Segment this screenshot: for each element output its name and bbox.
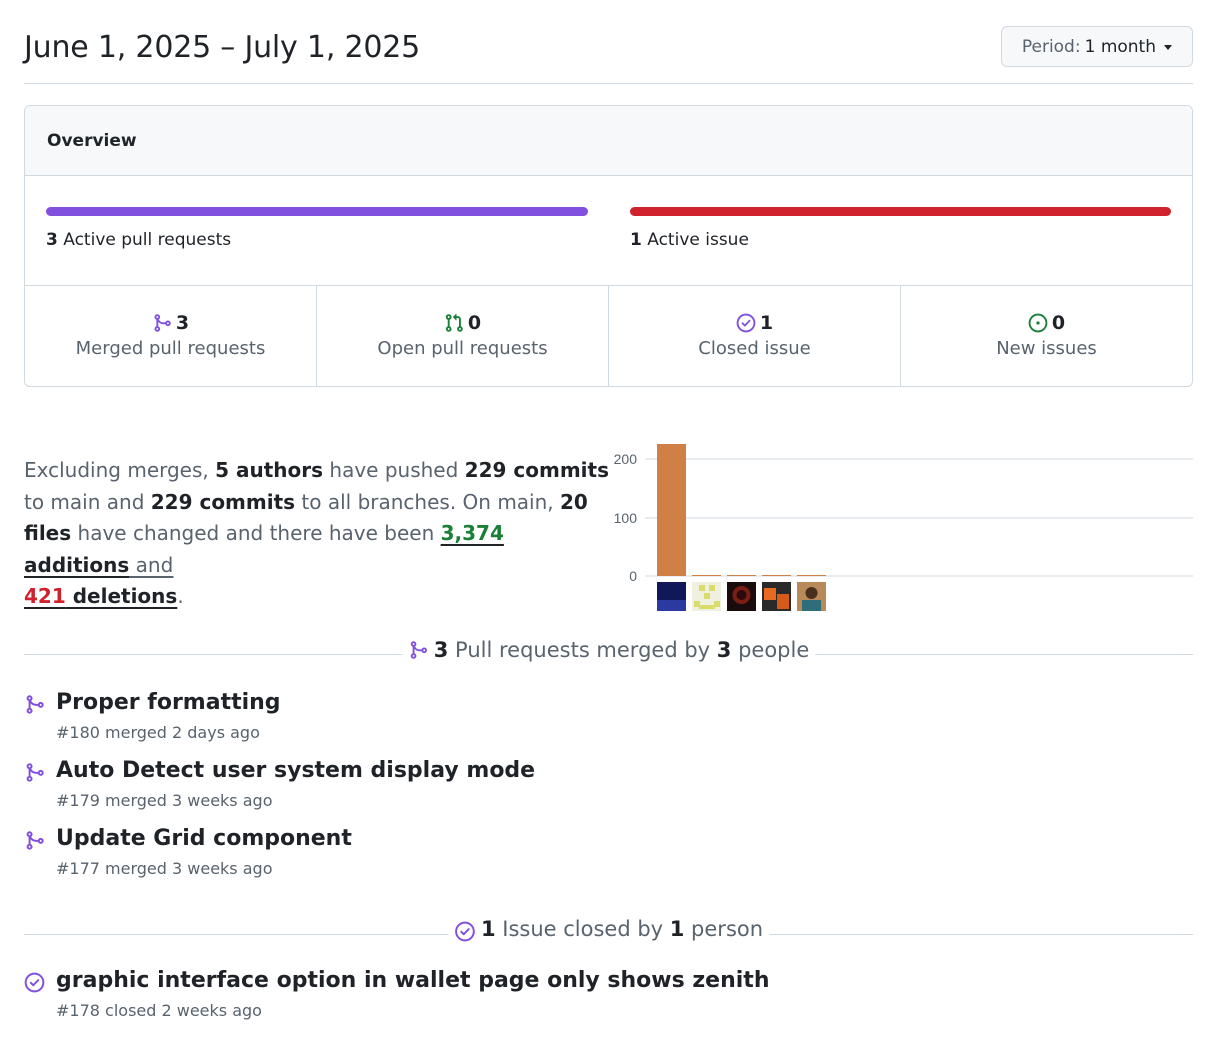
overview-title: Overview <box>25 106 1192 176</box>
pr-meta: #180 merged 2 days ago <box>56 723 260 742</box>
pr-title-link[interactable]: Proper formatting <box>56 690 281 715</box>
overview-stats: 3 Merged pull requests 0 Open pull reque… <box>25 286 1192 386</box>
stat-merged-label: Merged pull requests <box>75 337 266 359</box>
files-changed: 20 files <box>24 489 588 546</box>
active-prs-bar <box>46 207 588 216</box>
y-tick-label: 100 <box>614 510 638 526</box>
pr-meta: #177 merged 3 weeks ago <box>56 859 273 878</box>
y-tick-label: 0 <box>629 568 637 584</box>
contributor-bar[interactable] <box>797 575 826 576</box>
active-issues-text: 1 Active issue <box>630 230 749 250</box>
issue-opened-icon <box>1028 313 1048 332</box>
stat-open-prs[interactable]: 0 Open pull requests <box>317 286 609 386</box>
contributor-bar[interactable] <box>762 575 791 576</box>
stat-closed-issues[interactable]: 1 Closed issue <box>609 286 901 386</box>
commits-main: 229 commits <box>464 458 609 482</box>
stat-new-label: New issues <box>996 337 1097 359</box>
stat-merged-prs[interactable]: 3 Merged pull requests <box>25 286 317 386</box>
period-dropdown-button[interactable]: Period: 1 month <box>1000 26 1193 67</box>
avatar[interactable] <box>657 582 686 611</box>
additions-link[interactable]: 3,374 additions and <box>24 521 504 577</box>
active-issues-bar <box>630 207 1171 216</box>
period-label: Period: <box>1021 36 1081 57</box>
active-prs-block[interactable]: 3 Active pull requests <box>46 207 588 250</box>
list-item: Update Grid component #177 merged 3 week… <box>24 826 824 882</box>
stat-new-issues[interactable]: 0 New issues <box>901 286 1192 386</box>
contributor-bar[interactable] <box>692 575 721 576</box>
y-tick-label: 200 <box>614 451 638 467</box>
overview-box: Overview 3 Active pull requests 1 Active… <box>24 105 1193 387</box>
list-item: Auto Detect user system display mode #17… <box>24 758 824 814</box>
commit-summary: Excluding merges, 5 authors have pushed … <box>24 458 609 608</box>
issue-meta: #178 closed 2 weeks ago <box>56 1001 262 1020</box>
contributors-bar-chart: 200 100 0 <box>614 444 1193 611</box>
period-value: 1 month <box>1084 36 1156 57</box>
merged-icon <box>26 831 44 850</box>
issue-closed-icon <box>24 972 45 993</box>
contributor-bar[interactable] <box>727 575 756 576</box>
stat-closed-label: Closed issue <box>698 337 811 359</box>
contributor-bar[interactable] <box>657 444 686 576</box>
pull-request-icon <box>445 313 463 332</box>
avatar[interactable] <box>692 582 721 611</box>
active-issues-block[interactable]: 1 Active issue <box>630 207 1171 250</box>
avatar[interactable] <box>797 582 826 611</box>
avatar[interactable] <box>762 582 791 611</box>
merged-icon <box>26 695 44 714</box>
avatar[interactable] <box>727 582 756 611</box>
pr-meta: #179 merged 3 weeks ago <box>56 791 273 810</box>
date-range-title: June 1, 2025 – July 1, 2025 <box>24 30 421 65</box>
stat-merged-count: 3 <box>175 311 190 334</box>
prs-section-title: 3 Pull requests merged by 3 people <box>24 638 1193 668</box>
merged-icon <box>26 763 44 782</box>
issues-section-title: 1 Issue closed by 1 person <box>24 915 1193 945</box>
page-header: June 1, 2025 – July 1, 2025 Period: 1 mo… <box>24 26 1193 84</box>
stat-closed-count: 1 <box>759 311 774 334</box>
stat-new-count: 0 <box>1051 311 1066 334</box>
issue-title-link[interactable]: graphic interface option in wallet page … <box>56 968 770 993</box>
list-item: graphic interface option in wallet page … <box>24 968 924 1024</box>
pr-title-link[interactable]: Auto Detect user system display mode <box>56 758 536 783</box>
merged-icon <box>410 641 427 659</box>
deletions-link[interactable]: 421 deletions <box>24 584 178 608</box>
overview-bars: 3 Active pull requests 1 Active issue <box>25 176 1192 286</box>
active-prs-text: 3 Active pull requests <box>46 230 232 250</box>
merged-icon <box>154 313 171 332</box>
issue-closed-icon <box>736 313 756 332</box>
stat-open-label: Open pull requests <box>377 337 548 359</box>
pr-title-link[interactable]: Update Grid component <box>56 826 352 851</box>
list-item: Proper formatting #180 merged 2 days ago <box>24 690 824 746</box>
commits-all: 229 commits <box>150 489 296 514</box>
authors-link[interactable]: 5 authors <box>215 458 324 482</box>
caret-down-icon <box>1164 45 1172 50</box>
issue-closed-icon <box>454 921 475 942</box>
stat-open-count: 0 <box>467 311 482 334</box>
